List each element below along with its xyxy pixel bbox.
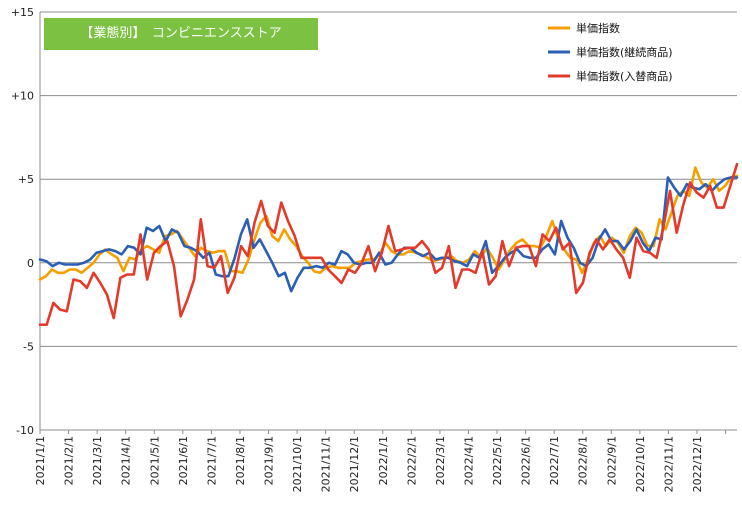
chart-title: 【業態別】 コンビニエンスストア [80,26,282,41]
x-tick-label: 2022/8/1 [577,436,590,485]
x-tick-label: 2022/2/1 [405,436,418,485]
x-tick-label: 2021/7/1 [205,436,218,485]
y-tick-label: 0 [27,257,34,270]
x-tick-label: 2021/8/1 [234,436,247,485]
x-tick-label: 2022/10/1 [634,436,647,492]
x-axis-tick-labels: 2021/1/1 2021/2/1 2021/3/1 2021/4/1 2021/5/1… [34,436,704,492]
x-tick-label: 2022/7/1 [548,436,561,485]
y-tick-label: -10 [16,424,34,437]
x-tick-label: 2021/11/1 [320,436,333,492]
x-tick-label: 2022/4/1 [462,436,475,485]
legend-label-3: 単価指数(入替商品) [576,69,673,83]
x-tick-label: 2022/12/1 [691,436,704,492]
x-tick-label: 2021/5/1 [148,436,161,485]
y-tick-label: +5 [18,173,34,186]
x-tick-label: 2022/6/1 [520,436,533,485]
x-tick-label: 2022/11/1 [662,436,675,492]
y-tick-label: +15 [11,6,34,19]
series-line-3 [38,162,739,327]
x-tick-label: 2022/5/1 [491,436,504,485]
chart-title-box: 【業態別】 コンビニエンスストア [44,18,318,50]
x-tick-label: 2021/9/1 [263,436,276,485]
x-tick-label: 2022/9/1 [605,436,618,485]
legend-label-1: 単価指数 [576,21,620,35]
series-lines [38,162,739,327]
x-tick-label: 2022/3/1 [434,436,447,485]
x-tick-label: 2021/3/1 [91,436,104,485]
x-tick-label: 2021/12/1 [348,436,361,492]
y-axis-tick-labels: +15 +10 +5 0 -5 -10 [11,6,34,437]
x-tick-label: 2021/6/1 [177,436,190,485]
x-tick-label: 2021/2/1 [63,436,76,485]
x-tick-label: 2021/10/1 [291,436,304,492]
series-line-2 [38,176,739,293]
x-tick-label: 2022/1/1 [377,436,390,485]
y-tick-label: -5 [23,340,34,353]
y-tick-label: +10 [11,90,34,103]
x-tick-label: 2021/1/1 [34,436,47,485]
gridlines [39,11,737,434]
x-tick-label: 2021/4/1 [120,436,133,485]
legend-label-2: 単価指数(継続商品) [576,45,673,59]
